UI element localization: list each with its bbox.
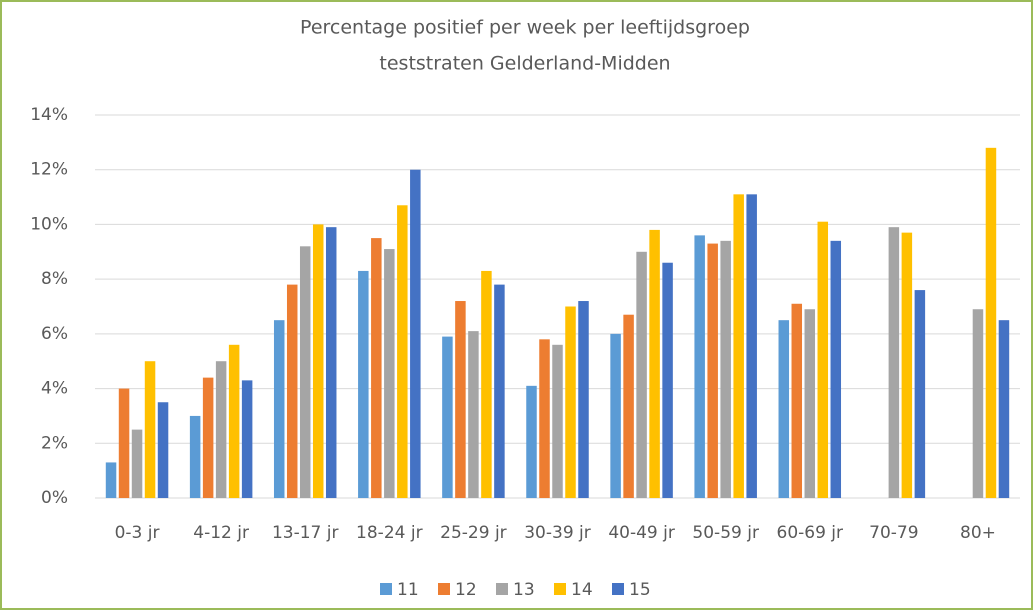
legend-swatch [496,583,508,595]
bar [791,303,803,498]
x-tick-label: 60-69 jr [777,523,844,543]
bar [746,194,757,499]
x-tick-label: 18-24 jr [356,523,423,543]
bar [410,169,421,498]
bar [733,194,744,499]
bar [539,339,550,498]
bar [384,249,395,498]
y-tick-label: 4% [41,379,68,399]
bar [778,320,790,498]
bar [481,270,492,498]
bar [189,415,201,498]
legend-swatch [438,583,450,595]
bar [494,284,505,498]
y-tick-label: 8% [41,269,68,289]
y-tick-label: 0% [41,488,68,508]
legend-swatch [612,583,624,595]
y-tick-label: 2% [41,433,68,453]
bar [105,462,117,498]
legend-label: 12 [455,580,477,600]
bar [804,309,816,498]
bar [358,270,369,498]
bar [662,262,673,498]
bar [157,402,169,498]
x-tick-label: 40-49 jr [608,523,675,543]
bar [901,232,913,498]
bar [707,243,718,498]
bar [468,331,479,498]
bar [241,380,253,498]
legend-swatch [380,583,392,595]
bar [299,246,311,498]
legend-label: 15 [629,580,651,600]
chart-subtitle: teststraten Gelderland-Midden [379,53,670,75]
bar [397,205,408,498]
bar [455,301,466,498]
bar [636,251,647,498]
x-tick-label: 25-29 jr [440,523,507,543]
chart-title: Percentage positief per week per leeftij… [300,17,750,39]
x-tick-label: 30-39 jr [524,523,591,543]
bar [998,320,1010,498]
x-tick-label: 70-79 [869,523,918,543]
bar [442,336,453,498]
bar [131,429,143,498]
legend-label: 13 [513,580,535,600]
legend-swatch [554,583,566,595]
bar [578,301,589,498]
bar [144,361,156,498]
bar [817,221,829,498]
x-tick-label: 0-3 jr [115,523,160,543]
y-tick-label: 12% [30,160,68,180]
bar [830,240,842,499]
y-tick-label: 14% [30,105,68,125]
bar [694,235,705,498]
bar [312,224,324,498]
x-tick-label: 80+ [960,523,996,543]
y-tick-label: 6% [41,324,68,344]
x-tick-label: 50-59 jr [692,523,759,543]
bar [273,320,285,498]
x-tick-label: 13-17 jr [272,523,339,543]
bar [623,314,634,498]
bar [118,388,130,498]
bar [985,147,997,499]
bar [649,229,660,498]
bar [325,227,337,498]
bar [972,309,984,498]
bar [720,240,731,499]
bar [371,238,382,498]
x-tick-label: 4-12 jr [193,523,249,543]
bar [552,344,563,498]
bar [228,344,240,498]
bar [914,290,926,498]
bar [526,385,537,498]
legend-label: 14 [571,580,593,600]
y-tick-label: 10% [30,214,68,234]
bar [888,227,900,498]
legend-label: 11 [397,580,419,600]
bar [215,361,227,498]
bar [202,377,214,498]
bar [610,333,621,498]
bar [565,306,576,498]
bar [286,284,298,498]
